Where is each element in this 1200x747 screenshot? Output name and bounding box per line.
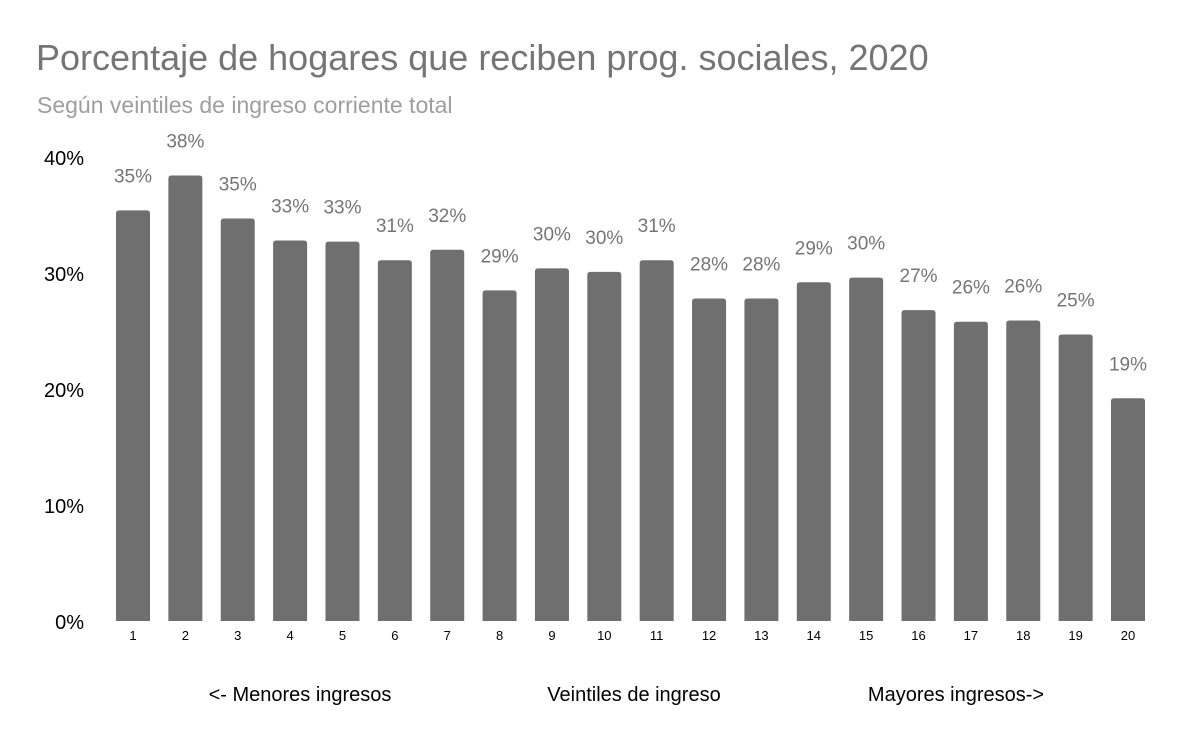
bar-10: [587, 271, 622, 621]
x-annotation-right: Mayores ingresos->: [868, 684, 1044, 706]
x-tick-label: 8: [496, 628, 503, 643]
x-tick-label: 14: [807, 628, 821, 643]
bar-15: [849, 277, 884, 621]
x-tick-label: 17: [964, 628, 978, 643]
x-tick-label: 6: [391, 628, 398, 643]
data-label: 33%: [323, 198, 361, 219]
x-tick-label: 4: [286, 628, 293, 643]
data-label: 27%: [900, 266, 938, 287]
bar-9: [534, 268, 569, 621]
data-label: 32%: [428, 206, 466, 227]
bar-2: [168, 175, 203, 621]
x-tick-label: 2: [182, 628, 189, 643]
x-tick-label: 3: [234, 628, 241, 643]
data-label: 31%: [638, 216, 676, 237]
bar-8: [482, 290, 517, 621]
data-label: 31%: [376, 216, 414, 237]
chart-title: Porcentaje de hogares que reciben prog. …: [36, 37, 929, 78]
y-tick-label: 0%: [55, 612, 84, 634]
bars: 35% 38% 35% 33% 33% 31% 32% 29% 30% 30% 31% 28% 28% 2…: [114, 132, 1147, 622]
data-label: 30%: [585, 228, 623, 249]
x-annotation-left: <- Menores ingresos: [209, 684, 392, 706]
data-label: 26%: [952, 278, 990, 299]
data-label: 33%: [271, 197, 309, 218]
y-tick-label: 30%: [44, 264, 84, 286]
data-label: 19%: [1109, 354, 1147, 375]
data-label: 30%: [533, 224, 571, 245]
x-tick-label: 20: [1121, 628, 1135, 643]
data-label: 30%: [847, 234, 885, 255]
x-tick-label: 5: [339, 628, 346, 643]
x-tick-label: 9: [548, 628, 555, 643]
bar-17: [953, 321, 988, 621]
data-label: 29%: [795, 238, 833, 259]
bar-19: [1058, 334, 1093, 621]
x-axis-title: Veintiles de ingreso: [547, 684, 720, 706]
x-tick-label: 7: [444, 628, 451, 643]
x-axis: 1 2 3 4 5 6 7 8 9 10 11 12 13 14 15 16 17 18 19 20: [129, 628, 1135, 643]
x-tick-label: 19: [1068, 628, 1082, 643]
data-label: 28%: [690, 255, 728, 276]
x-tick-label: 1: [129, 628, 136, 643]
bar-5: [325, 241, 360, 621]
x-tick-label: 16: [911, 628, 925, 643]
bar-12: [692, 298, 727, 621]
bar-11: [639, 260, 674, 621]
data-label: 26%: [1004, 277, 1042, 298]
x-tick-label: 13: [754, 628, 768, 643]
data-label: 35%: [219, 174, 257, 195]
bar-6: [377, 260, 412, 621]
y-tick-label: 10%: [44, 496, 84, 518]
bar-16: [901, 310, 936, 621]
bar-20: [1111, 398, 1145, 621]
bar-4: [273, 240, 308, 621]
bar-1: [116, 210, 150, 622]
x-tick-label: 11: [650, 628, 664, 643]
data-label: 28%: [742, 255, 780, 276]
bar-18: [1006, 320, 1041, 621]
bar-14: [796, 282, 831, 621]
bar-7: [430, 249, 465, 622]
data-label: 29%: [481, 246, 519, 267]
data-label: 25%: [1057, 290, 1095, 311]
x-tick-label: 10: [597, 628, 611, 643]
x-tick-label: 12: [702, 628, 716, 643]
data-label: 35%: [114, 166, 152, 187]
bar-3: [220, 218, 255, 622]
chart-subtitle: Según veintiles de ingreso corriente tot…: [37, 92, 453, 118]
data-label: 38%: [166, 132, 204, 153]
y-tick-label: 20%: [44, 380, 84, 402]
y-axis: 0% 10% 20% 30% 40%: [44, 148, 84, 634]
x-tick-label: 15: [859, 628, 873, 643]
y-tick-label: 40%: [44, 148, 84, 170]
x-tick-label: 18: [1016, 628, 1030, 643]
bar-13: [744, 298, 779, 621]
